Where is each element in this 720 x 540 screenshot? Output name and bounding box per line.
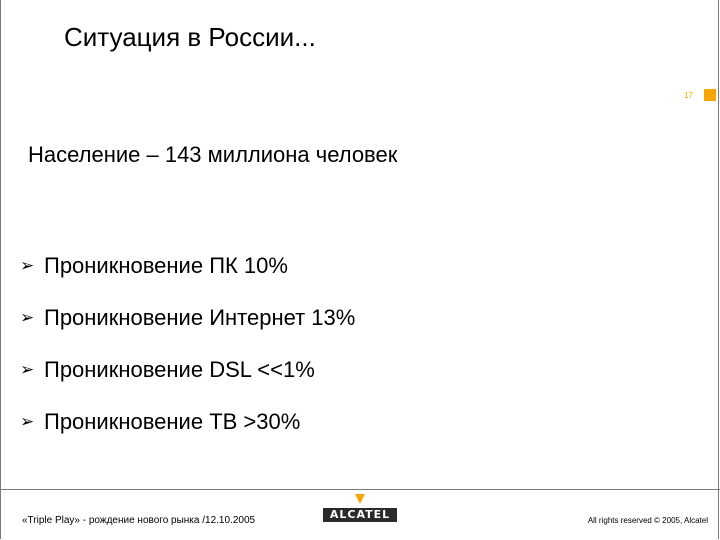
arrow-bullet-icon: ➢	[20, 256, 35, 275]
bullet-text: Проникновение DSL <<1%	[44, 357, 315, 382]
population-statement: Население – 143 миллиона человек	[28, 142, 398, 167]
bullet-item-dsl: ➢ Проникновение DSL <<1%	[20, 344, 355, 396]
arrow-bullet-icon: ➢	[20, 308, 35, 327]
bullet-text: Проникновение ПК 10%	[44, 253, 288, 278]
bullet-text: Проникновение ТВ >30%	[44, 409, 301, 434]
footer-presentation-info: «Triple Play» - рождение нового рынка /1…	[22, 515, 256, 526]
bullet-item-pc: ➢ Проникновение ПК 10%	[20, 240, 355, 292]
orange-square-marker	[704, 89, 716, 101]
logo-wordmark: ALCATEL	[323, 508, 397, 522]
footer-divider	[0, 489, 720, 490]
slide-title: Ситуация в России...	[64, 22, 316, 52]
alcatel-logo: ALCATEL	[323, 494, 397, 526]
arrow-bullet-icon: ➢	[20, 412, 35, 431]
page-number: 17	[684, 91, 693, 100]
footer-copyright: All rights reserved © 2005, Alcatel	[587, 516, 708, 525]
arrow-bullet-icon: ➢	[20, 360, 35, 379]
bullet-item-internet: ➢ Проникновение Интернет 13%	[20, 292, 355, 344]
bullet-item-tv: ➢ Проникновение ТВ >30%	[20, 396, 355, 448]
bullet-text: Проникновение Интернет 13%	[44, 305, 356, 330]
bullet-list: ➢ Проникновение ПК 10% ➢ Проникновение И…	[20, 240, 355, 448]
logo-triangle-icon	[355, 494, 365, 504]
